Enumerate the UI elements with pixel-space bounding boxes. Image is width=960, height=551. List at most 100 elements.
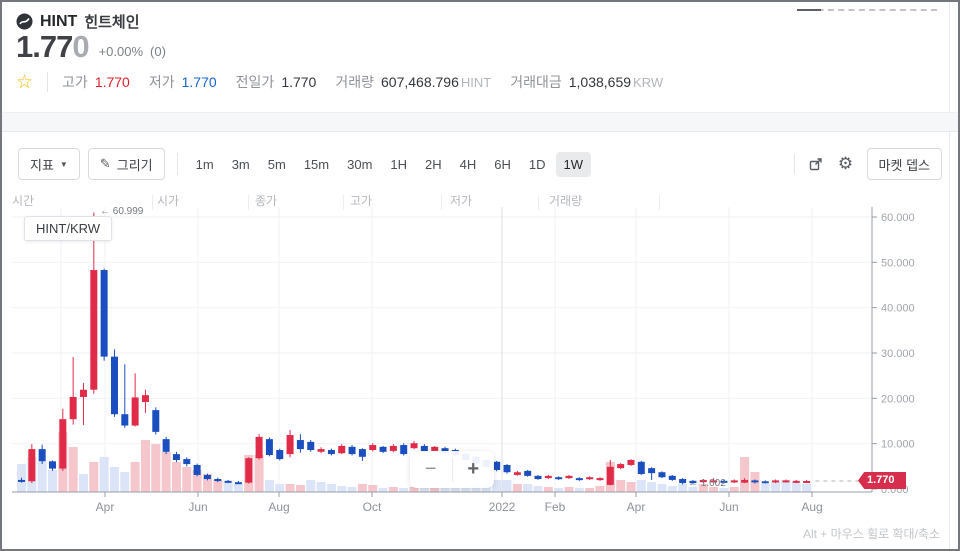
- candle: [503, 464, 511, 473]
- column-close: 종가: [255, 194, 278, 208]
- y-tick-label: 30.000: [881, 348, 915, 360]
- last-price-tag: 1.770: [858, 472, 906, 489]
- volume-bar: [140, 440, 150, 492]
- stray-dashed-price-line: [797, 9, 937, 11]
- y-tick-label: 60.000: [881, 212, 915, 224]
- candle: [761, 481, 769, 484]
- timeframe-1H[interactable]: 1H: [390, 156, 408, 172]
- volume-bar: [440, 488, 450, 492]
- gear-icon[interactable]: ⚙: [837, 154, 854, 173]
- candle: [183, 459, 191, 465]
- timeframe-1m[interactable]: 1m: [195, 156, 214, 172]
- candle: [152, 410, 160, 432]
- timeframe-2H[interactable]: 2H: [425, 156, 442, 172]
- candle: [131, 397, 139, 426]
- candle: [782, 480, 790, 483]
- volume-bar: [213, 480, 223, 492]
- volume-bar: [461, 486, 471, 492]
- volume-bar: [781, 480, 791, 492]
- candle: [193, 464, 201, 475]
- candle: [699, 479, 707, 483]
- volume-bar: [130, 462, 140, 492]
- candle: [658, 472, 666, 478]
- timeframe-6H[interactable]: 6H: [494, 156, 511, 172]
- zoom-hint-text: Alt + 마우스 휠로 확대/축소: [802, 527, 940, 541]
- zoom-in-button[interactable]: +: [467, 458, 480, 480]
- column-separator: [659, 195, 660, 210]
- timeframe-4H[interactable]: 4H: [459, 156, 477, 172]
- volume-bar: [89, 462, 99, 492]
- coin-symbol: HINT: [40, 12, 78, 30]
- candle: [586, 477, 594, 480]
- candle: [28, 449, 36, 482]
- right-edge-divider: [949, 2, 950, 549]
- candle: [69, 396, 77, 420]
- volume-bar: [192, 470, 202, 492]
- timeframe-3m[interactable]: 3m: [231, 156, 250, 172]
- volume-bar: [595, 486, 605, 492]
- volume-bar: [512, 484, 522, 492]
- volume-bar: [337, 486, 347, 492]
- volume-bar: [109, 467, 119, 492]
- candle: [648, 468, 656, 474]
- candle: [524, 470, 532, 476]
- candle: [410, 443, 418, 449]
- favorite-star-icon[interactable]: ☆: [16, 71, 34, 93]
- candle: [255, 436, 263, 459]
- volume-bar: [78, 474, 88, 492]
- candle: [792, 480, 800, 483]
- price-chart[interactable]: 60.00050.00040.00030.00020.00010.0000.00…: [2, 190, 960, 535]
- candle: [493, 461, 501, 470]
- x-tick-label: 2022: [489, 500, 516, 514]
- volume-bar: [171, 462, 181, 492]
- divider: [451, 457, 453, 482]
- candle: [203, 474, 211, 480]
- x-tick-label: Oct: [363, 500, 382, 514]
- candle: [431, 446, 439, 451]
- zoom-out-button[interactable]: −: [424, 458, 437, 480]
- volume-bar: [399, 488, 409, 492]
- volume-bar: [502, 480, 512, 492]
- candle: [513, 472, 521, 475]
- indicator-button[interactable]: 지표 ▼: [18, 148, 80, 180]
- timeframe-30m[interactable]: 30m: [347, 156, 373, 172]
- coin-title: HINT 힌트체인: [16, 11, 140, 32]
- volume-bar: [388, 487, 398, 492]
- candle: [627, 459, 635, 465]
- candle: [162, 439, 170, 452]
- divider: [47, 72, 49, 92]
- stats-row: ☆ 고가 1.770 저가 1.770 전일가 1.770 거래량 607,46…: [16, 72, 682, 92]
- candle: [575, 478, 583, 481]
- price-insignificant-digit: 0: [72, 29, 89, 64]
- candle: [555, 477, 563, 480]
- volume-bar: [729, 487, 739, 492]
- x-tick-label: Aug: [268, 500, 289, 514]
- volume-bar: [585, 488, 595, 492]
- timeframe-15m[interactable]: 15m: [303, 156, 330, 172]
- x-tick-label: Feb: [545, 500, 566, 514]
- candle: [358, 449, 366, 457]
- column-low: 저가: [450, 194, 473, 208]
- candle: [668, 475, 676, 480]
- draw-button[interactable]: ✎ 그리기: [87, 148, 165, 180]
- market-depth-button[interactable]: 마켓 뎁스: [866, 148, 942, 180]
- volume-bar: [647, 482, 657, 492]
- volume-bar: [616, 480, 626, 492]
- volume-bar: [151, 444, 161, 492]
- volume-bar: [740, 457, 750, 492]
- stat-prev-close: 전일가 1.770: [235, 74, 317, 90]
- zoom-controls: − +: [410, 451, 494, 488]
- timeframe-5m[interactable]: 5m: [267, 156, 286, 172]
- volume-bar: [657, 484, 667, 492]
- volume-bar: [771, 482, 781, 492]
- current-price: 1.77 0 +0.00% (0): [16, 30, 166, 64]
- candle: [286, 435, 294, 455]
- volume-bar: [760, 484, 770, 492]
- external-link-icon[interactable]: [807, 155, 825, 173]
- timeframe-1W[interactable]: 1W: [555, 151, 592, 177]
- candle: [772, 480, 780, 483]
- x-tick-label: Apr: [96, 500, 115, 514]
- pencil-icon: ✎: [99, 156, 111, 171]
- timeframe-1D[interactable]: 1D: [528, 156, 546, 172]
- stat-low: 저가 1.770: [148, 74, 217, 90]
